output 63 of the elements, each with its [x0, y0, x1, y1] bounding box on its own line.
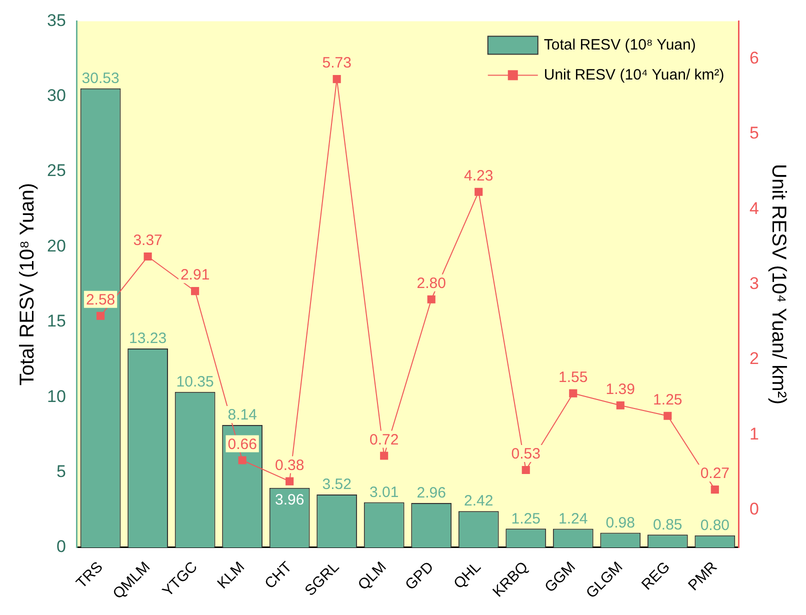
data-label: 3.01 [370, 484, 399, 501]
data-label: 2.42 [464, 492, 494, 510]
data-label: 1.55 [558, 368, 588, 386]
data-label: 2.80 [416, 275, 446, 292]
point [522, 466, 530, 474]
legend-label: Unit RESV (10⁴ Yuan/ km²) [544, 66, 724, 84]
point [332, 75, 341, 84]
y-axis-title: Total RESV (10⁸ Yuan) [16, 183, 39, 386]
y-tick-label: 20 [46, 236, 66, 256]
point [144, 252, 152, 261]
point [710, 486, 719, 494]
point [238, 456, 246, 464]
data-label: 2.91 [180, 266, 210, 284]
data-label: 1.25 [511, 510, 540, 528]
data-label: 0.85 [653, 516, 682, 534]
data-label: 13.23 [129, 330, 167, 348]
y2-tick-label: 4 [750, 198, 760, 218]
data-label: 0.66 [228, 436, 257, 453]
y2-tick-label: 0 [750, 500, 760, 519]
y-tick-label: 0 [56, 537, 66, 556]
data-label: 8.14 [228, 406, 257, 424]
point [380, 452, 388, 460]
y-tick-label: 30 [46, 86, 66, 106]
y2-tick-label: 3 [750, 274, 760, 294]
point [96, 312, 105, 320]
y-tick-label: 15 [46, 312, 66, 331]
point [616, 401, 624, 410]
data-label: 2.58 [86, 292, 116, 309]
y2-tick-label: 1 [750, 424, 760, 444]
legend-label: Total RESV (10⁸ Yuan) [544, 36, 696, 54]
point [286, 477, 294, 486]
data-label: 2.96 [416, 484, 446, 502]
point [427, 295, 436, 304]
y2-tick-label: 5 [750, 124, 760, 143]
point [664, 412, 672, 420]
data-label: 3.52 [322, 476, 352, 494]
data-label: 30.53 [82, 70, 120, 88]
data-label: 0.53 [511, 446, 540, 463]
x-tick-label: QHL [450, 558, 484, 592]
data-label: 0.38 [274, 456, 304, 474]
data-label: 1.25 [653, 392, 682, 409]
y-tick-label: 35 [46, 10, 66, 30]
data-label: 3.96 [274, 492, 304, 509]
y-tick-label: 25 [46, 161, 66, 180]
data-label: 0.80 [700, 517, 730, 534]
data-label: 0.27 [700, 465, 730, 482]
x-tick-label: TRS [73, 558, 106, 592]
y2-axis-title: Unit RESV (10⁴ Yuan/ km²) [767, 164, 790, 405]
y2-tick-label: 2 [750, 349, 760, 368]
y2-tick-label: 6 [750, 48, 760, 68]
y-tick-label: 5 [56, 462, 66, 481]
data-label: 4.23 [464, 167, 494, 184]
data-label: 5.73 [322, 54, 352, 72]
data-label: 3.37 [133, 232, 162, 250]
data-label: 10.35 [176, 373, 214, 390]
point [474, 188, 483, 196]
point [191, 287, 200, 296]
data-label: 1.39 [606, 381, 635, 398]
y-tick-label: 10 [46, 386, 66, 406]
point [569, 389, 578, 398]
data-label: 0.72 [370, 431, 399, 448]
data-label: 0.98 [606, 514, 635, 532]
data-label: 1.24 [558, 510, 588, 528]
